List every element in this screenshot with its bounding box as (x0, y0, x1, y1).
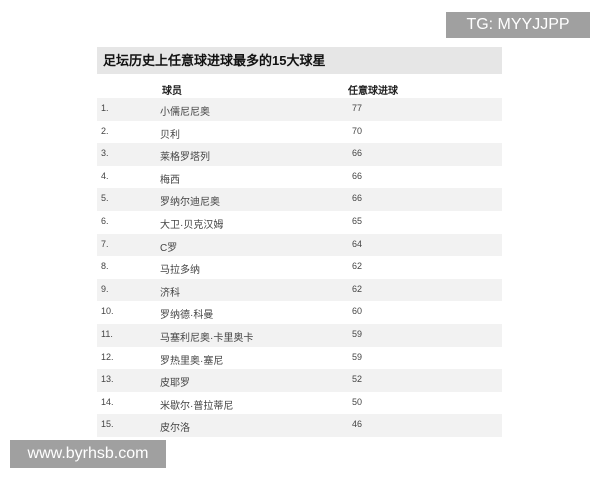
table-row: 3. 莱格罗塔列 66 (97, 143, 502, 166)
rank-cell: 12. (101, 351, 114, 362)
goals-cell: 66 (352, 148, 363, 159)
table-row: 4. 梅西 66 (97, 166, 502, 189)
player-cell: 米歇尔·普拉蒂尼 (160, 400, 234, 412)
player-cell: 大卫·贝克汉姆 (160, 219, 224, 231)
table-row: 11. 马塞利尼奥·卡里奥卡 59 (97, 323, 502, 347)
player-cell: 马拉多纳 (160, 265, 200, 277)
rank-cell: 10. (101, 306, 114, 317)
player-cell: 贝利 (160, 129, 180, 141)
table-row: 13. 皮耶罗 52 (97, 369, 502, 392)
table-row: 15. 皮尔洛 46 (97, 414, 502, 437)
rank-cell: 9. (101, 283, 109, 294)
goals-cell: 66 (352, 193, 363, 204)
player-cell: 罗热里奥·塞尼 (160, 355, 224, 367)
player-cell: 皮尔洛 (160, 423, 190, 435)
table-row: 14. 米歇尔·普拉蒂尼 50 (97, 392, 502, 415)
rank-cell: 4. (101, 170, 109, 181)
rank-cell: 13. (101, 374, 114, 385)
watermark-bottom: www.byrhsb.com (10, 440, 166, 468)
goals-cell: 64 (352, 238, 363, 249)
player-cell: 马塞利尼奥·卡里奥卡 (160, 332, 254, 344)
rank-cell: 1. (101, 103, 109, 113)
rank-cell: 8. (101, 261, 109, 272)
goals-cell: 46 (352, 419, 363, 430)
table-row: 12. 罗热里奥·塞尼 59 (97, 347, 502, 370)
goals-cell: 60 (352, 306, 363, 317)
goals-cell: 66 (352, 170, 363, 181)
table-row: 7. C罗 64 (97, 233, 502, 257)
player-cell: 罗纳德·科曼 (160, 310, 214, 322)
goals-cell: 62 (352, 261, 363, 272)
goals-cell: 62 (352, 283, 363, 294)
player-cell: 皮耶罗 (160, 378, 190, 390)
header-player: 球员 (162, 86, 182, 97)
table-title: 足坛历史上任意球进球最多的15大球星 (97, 47, 502, 74)
rank-cell: 6. (101, 215, 109, 226)
table-body: 1. 小儒尼尼奥 77 2. 贝利 70 3. 莱格罗塔列 66 4. 梅西 66 5. 罗纳尔迪尼奥 66… (97, 98, 502, 437)
player-cell: 小儒尼尼奥 (160, 107, 210, 118)
goals-cell: 52 (352, 374, 363, 385)
rank-cell: 11. (101, 328, 113, 339)
goals-cell: 77 (352, 103, 363, 113)
header-goals: 任意球进球 (348, 86, 398, 97)
rank-cell: 14. (101, 396, 114, 407)
table-row: 9. 济科 62 (97, 278, 502, 302)
watermark-top: TG: MYYJJPP (446, 12, 590, 38)
player-cell: 济科 (160, 287, 180, 299)
table-row: 10. 罗纳德·科曼 60 (97, 301, 502, 324)
table-row: 6. 大卫·贝克汉姆 65 (97, 211, 502, 234)
rank-cell: 15. (101, 419, 114, 430)
table-header: 球员 任意球进球 (97, 80, 502, 98)
player-cell: 莱格罗塔列 (160, 152, 210, 164)
goals-cell: 70 (352, 125, 363, 136)
rank-cell: 5. (101, 193, 109, 204)
player-cell: 梅西 (160, 174, 180, 186)
player-cell: C罗 (160, 242, 178, 254)
table-row: 2. 贝利 70 (97, 121, 502, 144)
goals-cell: 65 (352, 215, 363, 226)
goals-cell: 59 (352, 351, 363, 362)
rank-cell: 3. (101, 148, 109, 159)
goals-cell: 59 (352, 328, 363, 339)
table-row: 5. 罗纳尔迪尼奥 66 (97, 188, 502, 211)
goals-cell: 50 (352, 396, 363, 407)
table-row: 8. 马拉多纳 62 (97, 256, 502, 279)
table-row: 1. 小儒尼尼奥 77 (97, 98, 502, 121)
rank-cell: 7. (101, 238, 109, 249)
rank-cell: 2. (101, 125, 109, 136)
player-cell: 罗纳尔迪尼奥 (160, 197, 220, 209)
